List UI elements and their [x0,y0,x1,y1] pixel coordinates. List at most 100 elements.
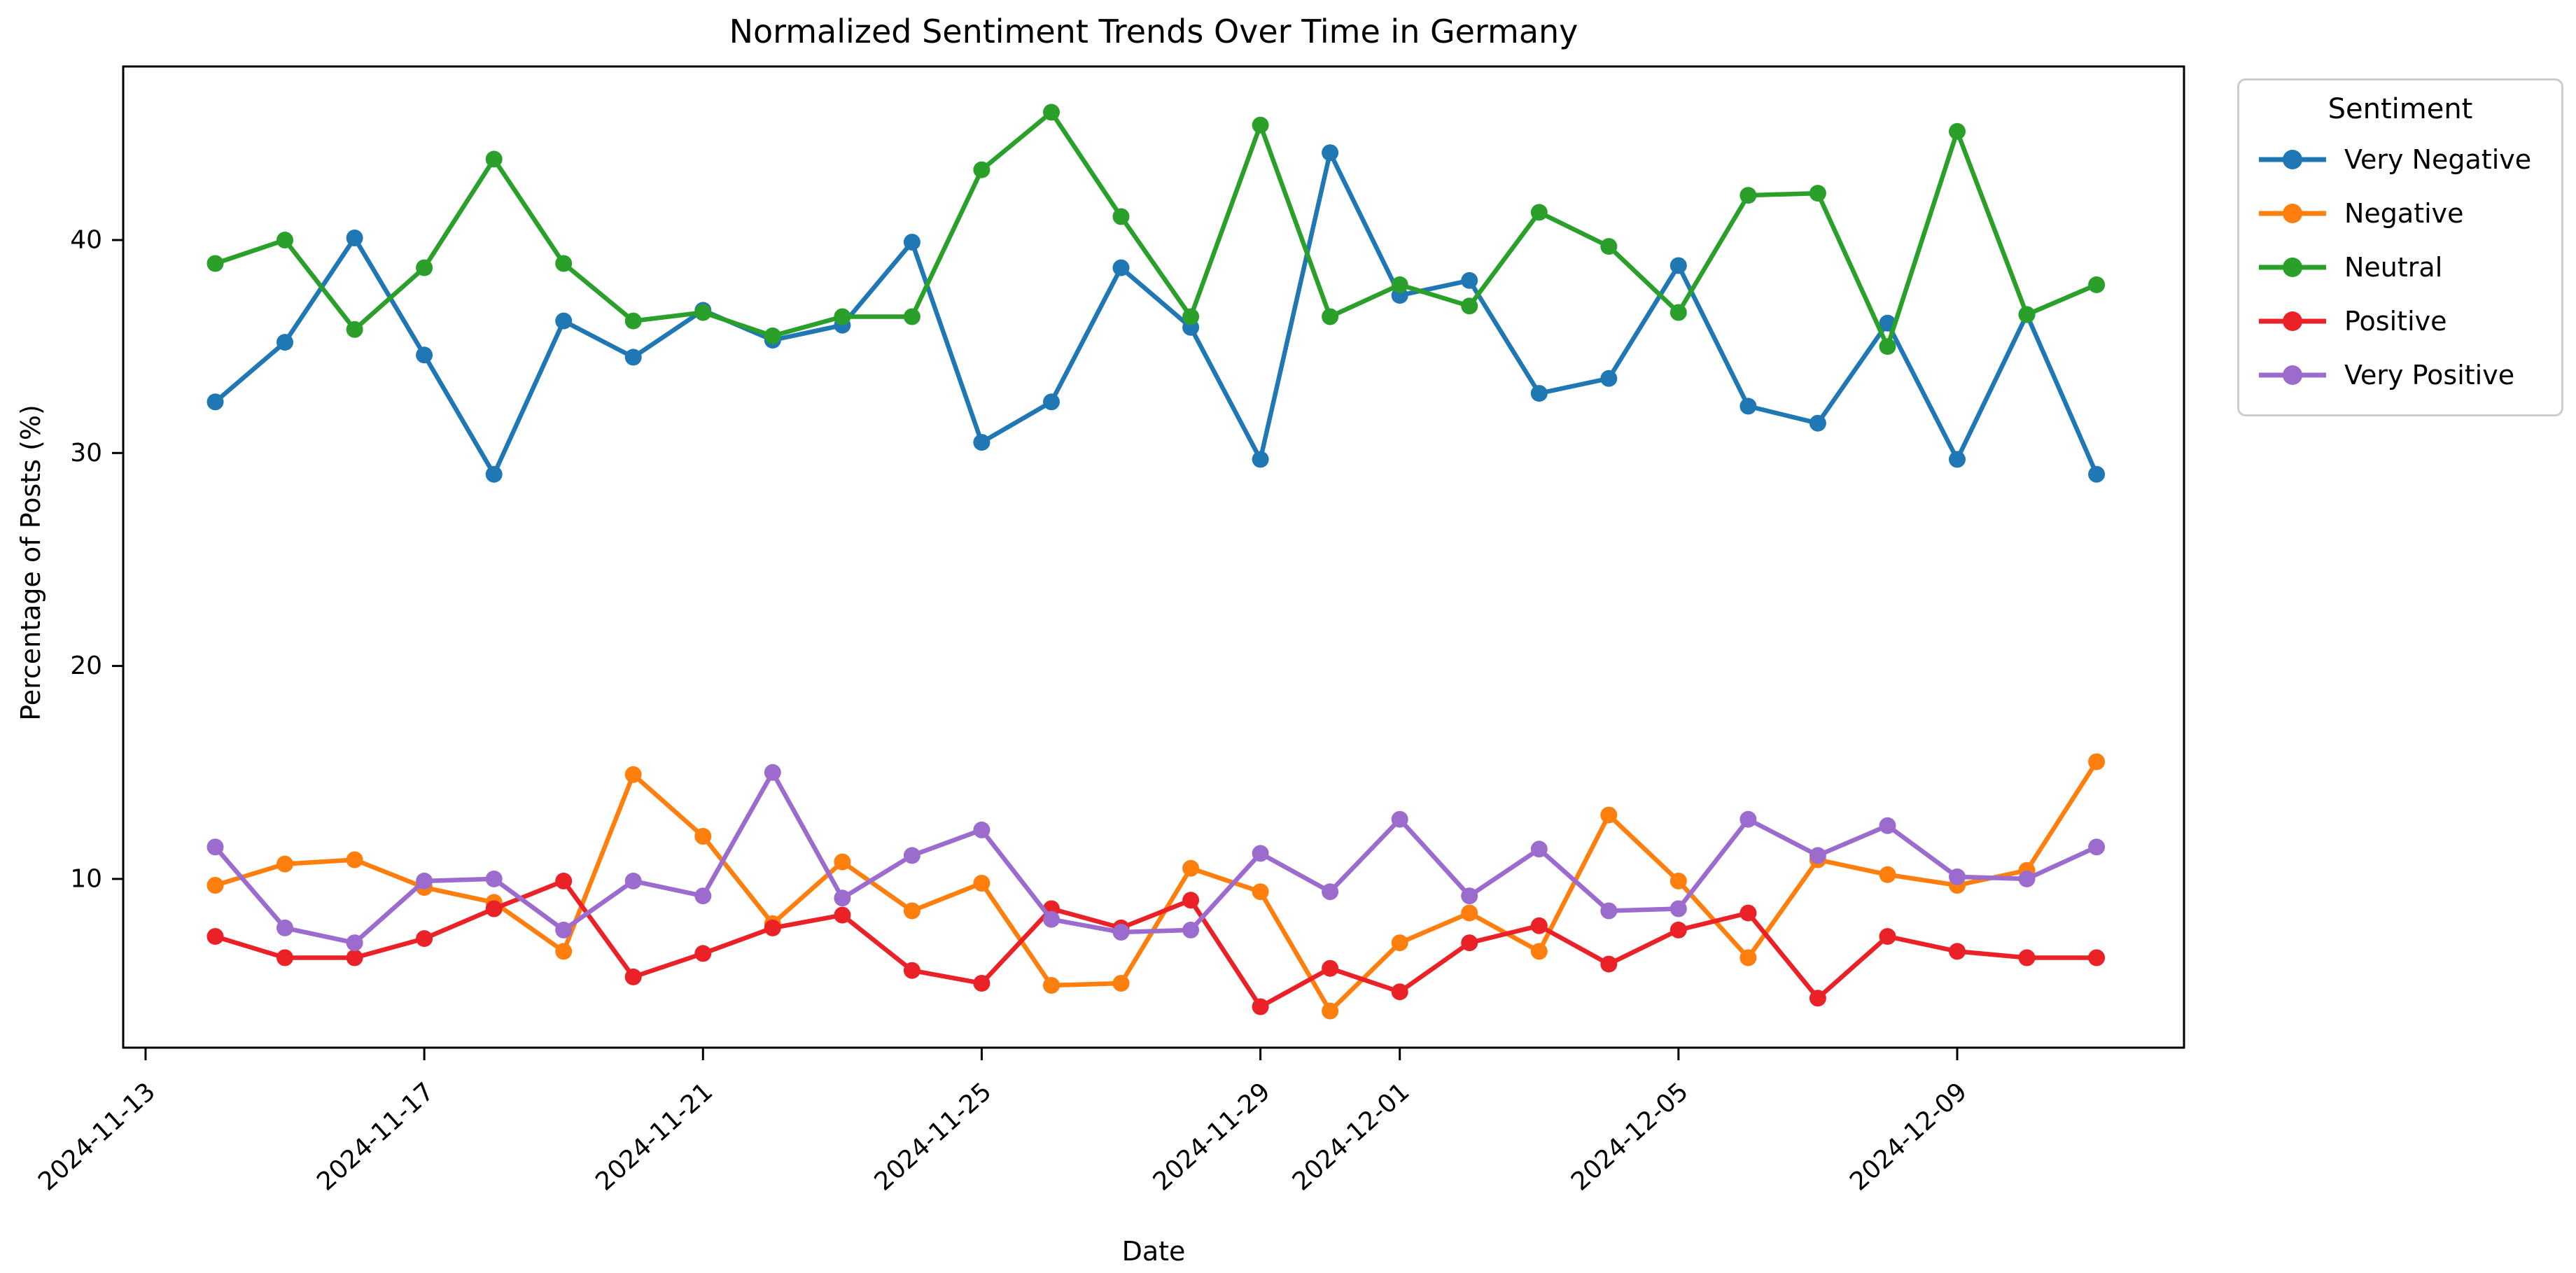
series-marker-positive [764,919,781,936]
legend-swatch-icon [2259,149,2326,169]
legend-item-label: Negative [2344,197,2464,229]
series-marker-neutral [764,327,781,344]
series-marker-negative [1740,949,1757,966]
series-marker-very-positive [1252,845,1269,862]
series-marker-very-negative [1740,398,1757,415]
series-marker-very-positive [973,821,990,838]
series-marker-neutral [694,304,712,321]
series-marker-neutral [2018,306,2036,323]
series-line-neutral [213,110,2099,349]
x-tick-label: 2024-11-13 [33,1077,161,1196]
series-marker-neutral [1600,238,1618,255]
series-marker-neutral [1182,308,1200,325]
series-marker-very-positive [2088,838,2106,856]
series-marker-positive [1322,959,1339,977]
series-marker-positive [1600,955,1618,973]
series-marker-negative [1322,1002,1339,1020]
series-marker-very-negative [1322,144,1339,162]
legend-item-positive: Positive [2239,294,2561,348]
legend-item-negative: Negative [2239,186,2561,240]
series-marker-positive [1809,990,1826,1007]
series-marker-very-positive [416,872,433,889]
series-marker-very-positive [276,919,293,936]
series-marker-very-positive [1809,847,1826,864]
series-marker-negative [1043,977,1060,994]
series-marker-neutral [1530,204,1548,221]
series-marker-positive [206,928,224,945]
series-marker-very-positive [1043,910,1060,928]
series-marker-very-negative [1809,414,1826,432]
series-marker-positive [555,872,573,889]
series-marker-very-positive [764,764,781,781]
series-marker-positive [2018,949,2036,966]
series-marker-neutral [1043,104,1060,121]
series-marker-very-positive [834,889,851,907]
series-marker-very-negative [2088,465,2106,483]
y-tick-label: 20 [70,652,102,680]
series-marker-very-negative [1043,393,1060,411]
x-axis-label: Date [1121,1236,1186,1267]
legend-item-neutral: Neutral [2239,240,2561,294]
series-marker-very-negative [903,234,920,251]
series-marker-very-positive [555,921,573,938]
series-marker-neutral [1391,276,1408,293]
series-marker-very-positive [346,934,363,952]
series-marker-positive [346,949,363,966]
legend-item-label: Neutral [2344,251,2443,283]
x-tick-label: 2024-12-01 [1287,1077,1415,1196]
legend: Sentiment Very Negative Negative Neutral Po… [2237,78,2563,416]
series-marker-very-positive [485,870,503,887]
series-marker-very-positive [903,847,920,864]
series-marker-positive [1879,928,1896,945]
legend-swatch-icon [2259,365,2326,385]
series-marker-positive [1252,998,1269,1015]
series-marker-very-negative [1600,370,1618,387]
series-marker-very-positive [1949,868,1966,885]
legend-swatch-icon [2259,311,2326,331]
series-marker-very-positive [1322,883,1339,901]
series-marker-negative [1252,883,1269,901]
legend-items: Very Negative Negative Neutral Positive Very… [2239,132,2561,402]
series-marker-neutral [2088,276,2106,293]
series-marker-negative [624,766,642,783]
series-marker-positive [694,945,712,962]
series-marker-very-positive [1879,817,1896,834]
series-marker-negative [694,828,712,845]
series-marker-neutral [1252,116,1269,134]
series-marker-neutral [1322,308,1339,325]
series-marker-negative [1600,806,1618,824]
series-marker-very-positive [694,887,712,905]
series-marker-neutral [1461,297,1478,315]
series-marker-very-negative [276,334,293,351]
series-marker-very-negative [555,312,573,330]
series-marker-very-positive [1182,921,1200,938]
series-marker-negative [1461,904,1478,922]
series-marker-neutral [973,161,990,178]
series-marker-positive [1949,943,1966,960]
series-marker-neutral [624,312,642,330]
series-marker-positive [834,906,851,924]
series-marker-neutral [276,232,293,248]
x-tick-label: 2024-12-05 [1566,1077,1694,1196]
series-marker-neutral [1670,304,1687,321]
series-marker-negative [903,902,920,920]
series-line-very-positive [213,770,2099,945]
legend-item-label: Positive [2344,305,2447,337]
series-marker-positive [624,968,642,985]
legend-swatch-icon [2259,257,2326,277]
series-marker-very-positive [1740,810,1757,828]
series-marker-very-negative [1112,259,1130,276]
series-marker-positive [276,949,293,966]
legend-item-very-negative: Very Negative [2239,132,2561,186]
series-marker-negative [1391,934,1408,952]
series-marker-neutral [416,259,433,276]
series-marker-neutral [206,255,224,272]
series-marker-negative [1879,866,1896,883]
x-tick-label: 2024-11-29 [1148,1077,1276,1196]
series-marker-very-positive [1391,810,1408,828]
legend-title: Sentiment [2328,93,2473,125]
series-marker-negative [276,855,293,873]
series-marker-very-negative [973,434,990,451]
series-marker-very-positive [1112,924,1130,941]
